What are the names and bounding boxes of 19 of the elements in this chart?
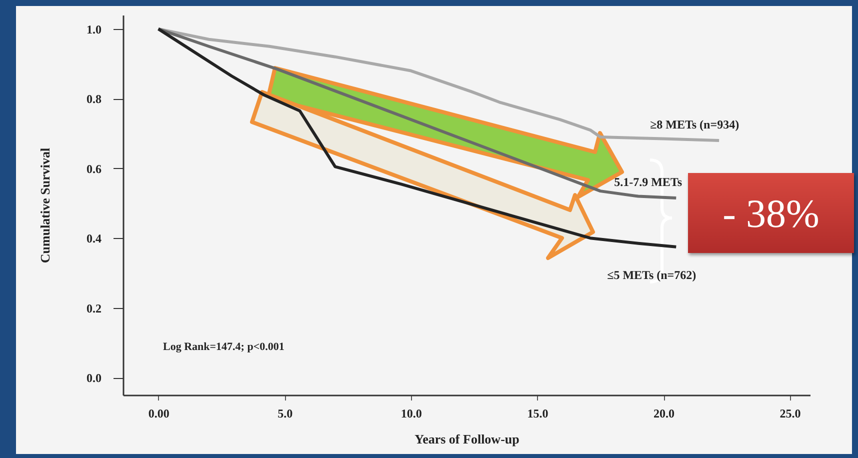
- y-tick-label: 0.4: [86, 232, 102, 246]
- annotation: - 38%: [688, 173, 854, 253]
- y-tick-label: 1.0: [86, 22, 102, 36]
- x-tick-label: 5.0: [278, 406, 293, 420]
- series-label: ≥8 METs (n=934): [650, 118, 740, 132]
- x-tick-label: 25.0: [780, 406, 801, 420]
- annotation: Log Rank=147.4; p<0.001: [163, 341, 284, 353]
- series-label: 5.1-7.9 METs: [614, 175, 682, 190]
- y-tick-label: 0.2: [86, 301, 102, 316]
- y-tick-label: 0.0: [86, 371, 102, 386]
- x-tick-label: 20.0: [654, 406, 675, 420]
- x-tick-label: 10.0: [400, 406, 422, 420]
- text: ≤5 METs (n=762): [607, 268, 696, 282]
- y-tick-label: 0.6: [86, 162, 102, 176]
- y-tick-label: 0.8: [86, 92, 102, 106]
- x-tick-label: 0.00: [148, 406, 170, 420]
- x-axis-title: Years of Follow-up: [414, 432, 520, 446]
- x-tick-label: 15.0: [527, 406, 548, 420]
- y-axis-title: Cumulative Survival: [38, 148, 52, 264]
